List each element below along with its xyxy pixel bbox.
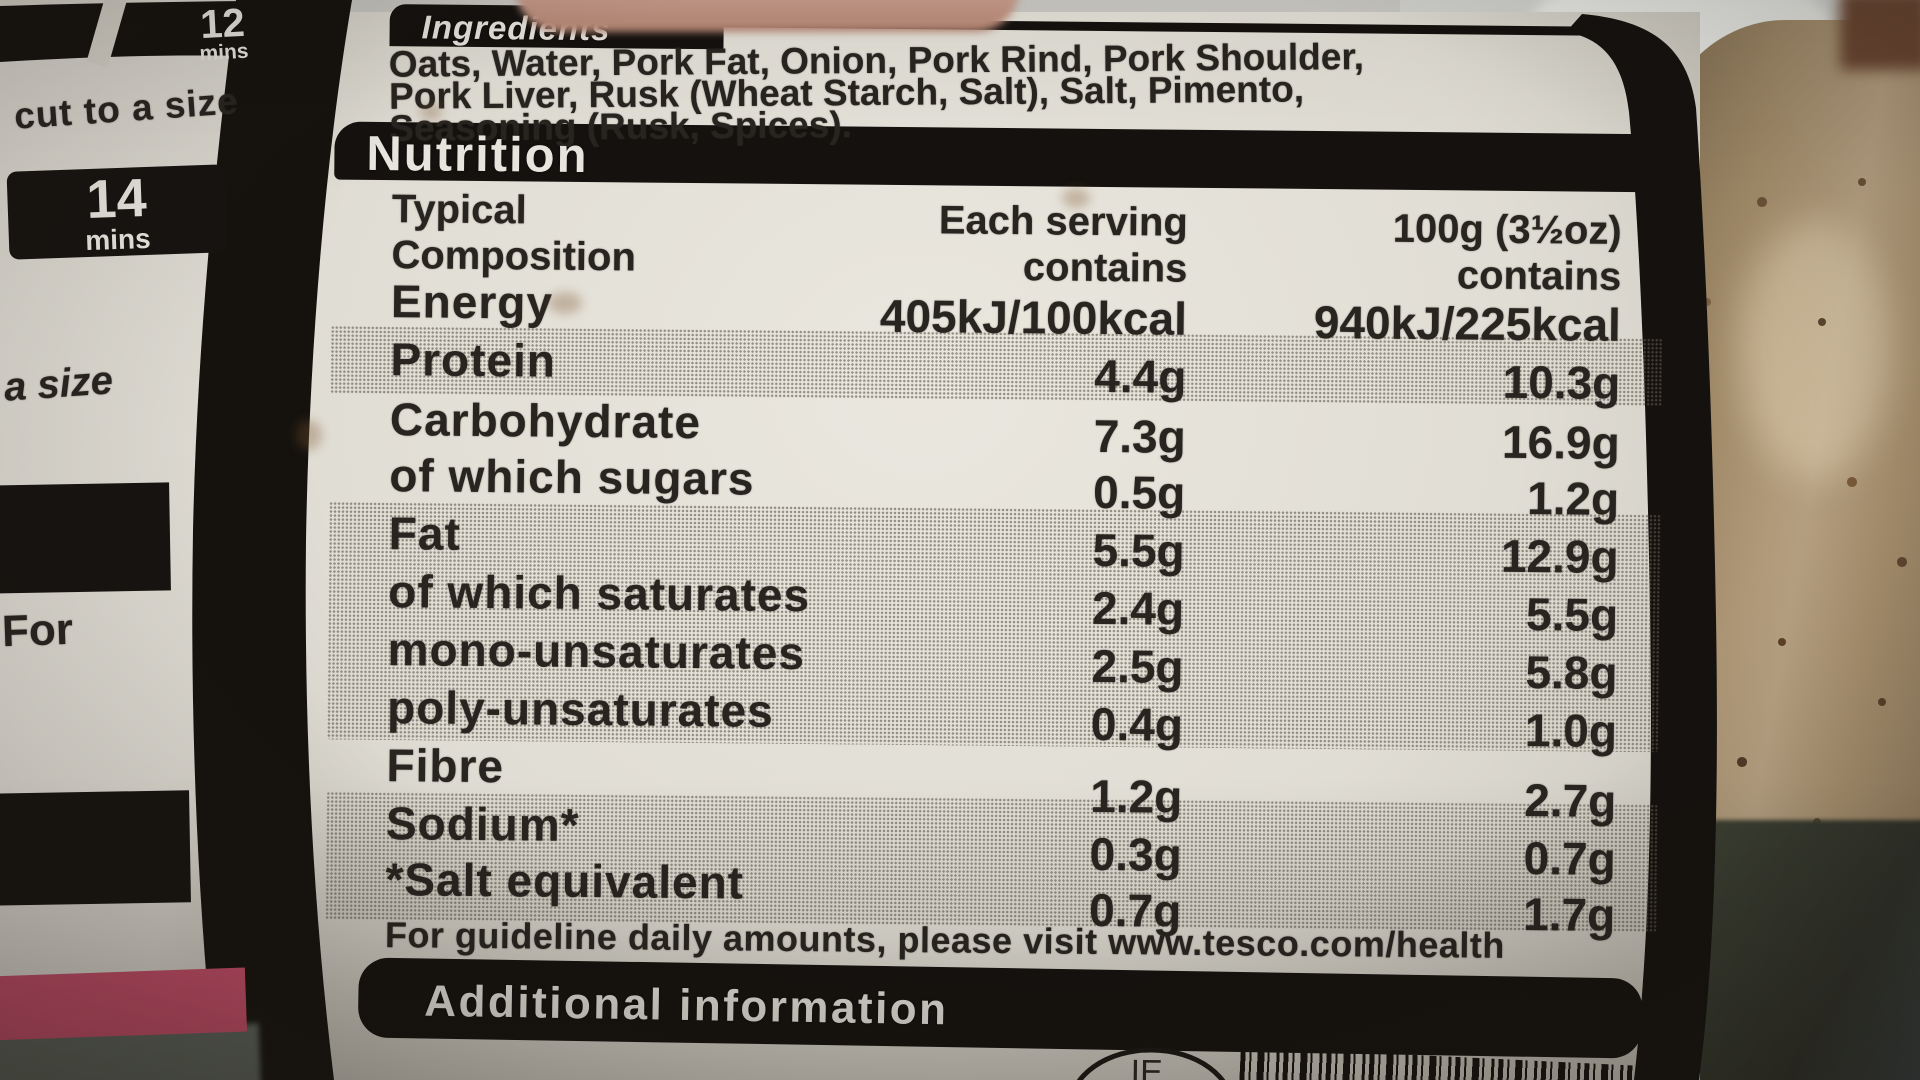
row-name: Carbohydrate	[389, 393, 702, 449]
cook-time-14: 14 mins	[7, 168, 228, 258]
cook-time-12: 12 mins	[167, 1, 280, 66]
finger	[515, 0, 1020, 32]
row-name: Protein	[390, 333, 557, 387]
column-header-composition: Typical Composition	[391, 186, 636, 280]
background-corner	[1840, 0, 1920, 70]
row-name: *Salt equivalent	[385, 853, 745, 909]
cook-time-14-value: 14	[85, 167, 148, 231]
header-line: Composition	[391, 233, 637, 280]
label-stain	[420, 104, 442, 120]
a-size-text: a size	[2, 358, 115, 410]
row-name: Energy	[390, 275, 554, 329]
additional-info-title: Additional information	[423, 976, 949, 1035]
header-line: 100g (3½oz)	[1392, 206, 1622, 253]
label-stain	[296, 420, 322, 450]
label-stain	[1062, 188, 1090, 208]
label-stain	[548, 292, 582, 314]
column-header-serving: Each serving contains	[799, 196, 1188, 292]
nutrition-title: Nutrition	[366, 126, 589, 183]
row-name: Sodium*	[385, 797, 580, 851]
row-name: Fibre	[386, 739, 505, 793]
origin-code-country: IE	[1130, 1053, 1163, 1080]
for-text: For	[1, 604, 74, 657]
header-line: Each serving	[938, 198, 1189, 245]
sausage-gloss	[1740, 220, 1890, 480]
row-name: Fat	[388, 507, 462, 560]
header-line: Typical	[391, 187, 527, 233]
